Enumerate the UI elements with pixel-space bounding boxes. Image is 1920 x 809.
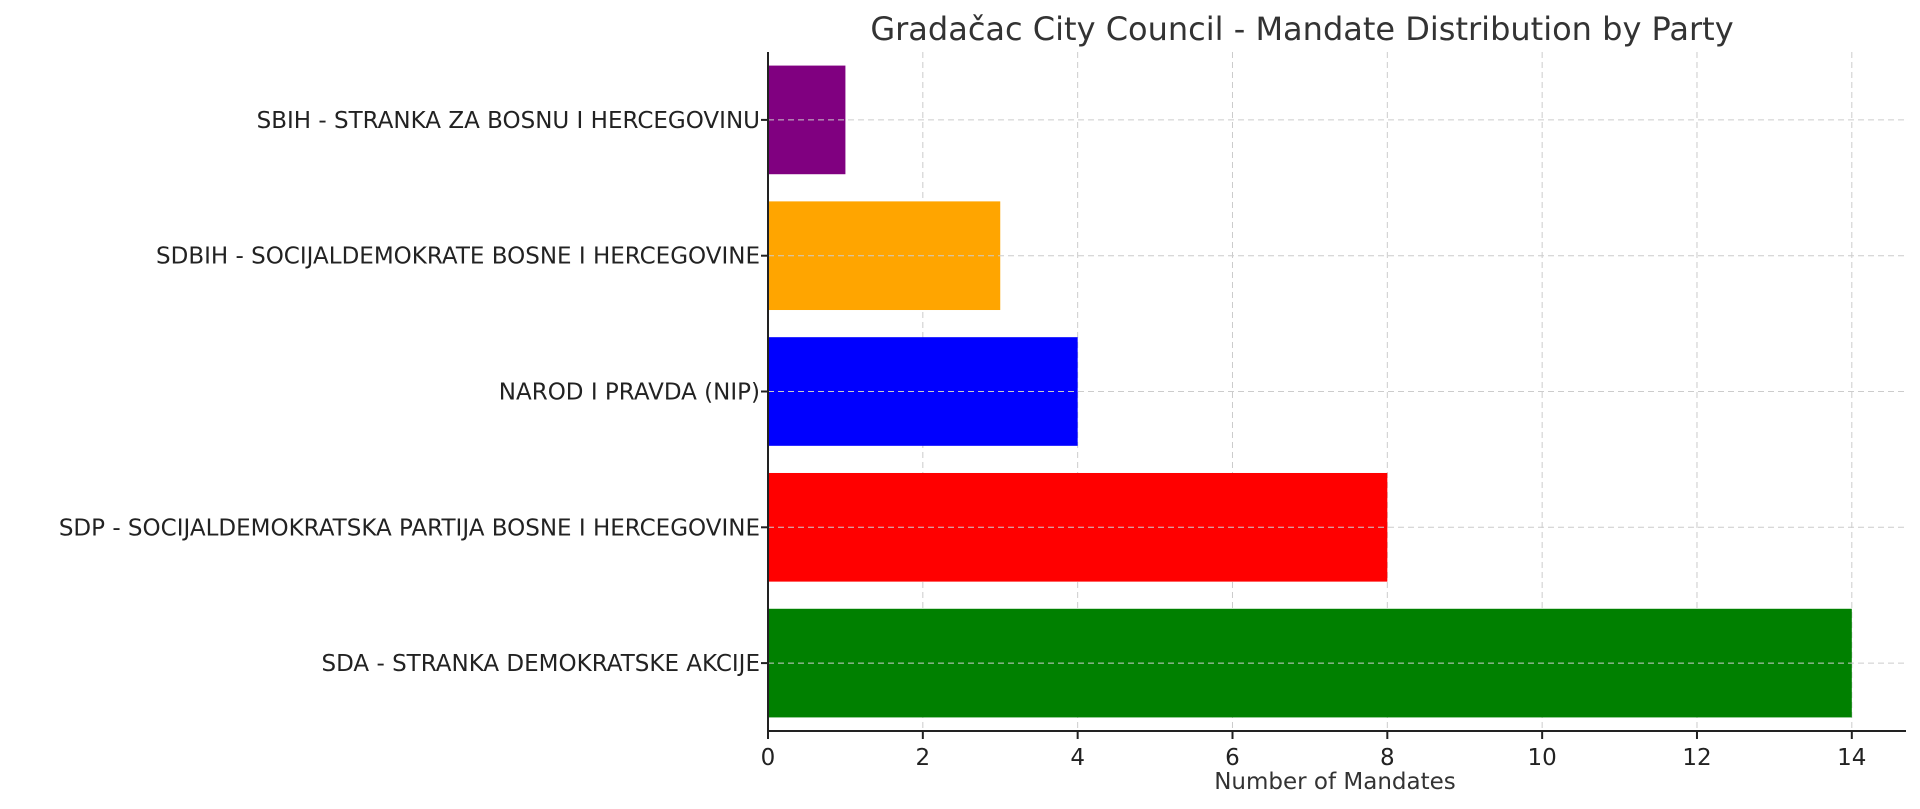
x-tick-label: 10 <box>1528 745 1557 771</box>
category-label: NAROD I PRAVDA (NIP) <box>499 380 760 406</box>
x-tick-label: 6 <box>1225 745 1240 771</box>
x-tick-label: 4 <box>1070 745 1085 771</box>
x-tick-label: 2 <box>916 745 931 771</box>
x-tick-label: 0 <box>761 745 776 771</box>
category-label: SDBIH - SOCIJALDEMOKRATE BOSNE I HERCEGO… <box>156 244 760 270</box>
x-tick-label: 14 <box>1837 745 1866 771</box>
x-axis-title: Number of Mandates <box>1214 769 1456 795</box>
x-ticks: 0 2 4 6 8 10 12 14 <box>761 731 1866 771</box>
category-label: SDA - STRANKA DEMOKRATSKE AKCIJE <box>322 651 760 677</box>
category-label: SDP - SOCIJALDEMOKRATSKA PARTIJA BOSNE I… <box>59 515 760 541</box>
x-tick-label: 8 <box>1380 745 1395 771</box>
category-label: SBIH - STRANKA ZA BOSNU I HERCEGOVINU <box>257 108 760 134</box>
chart-title: Gradačac City Council - Mandate Distribu… <box>870 10 1733 48</box>
category-labels: SDA - STRANKA DEMOKRATSKE AKCIJE SDP - SO… <box>59 108 768 677</box>
x-tick-label: 12 <box>1682 745 1711 771</box>
